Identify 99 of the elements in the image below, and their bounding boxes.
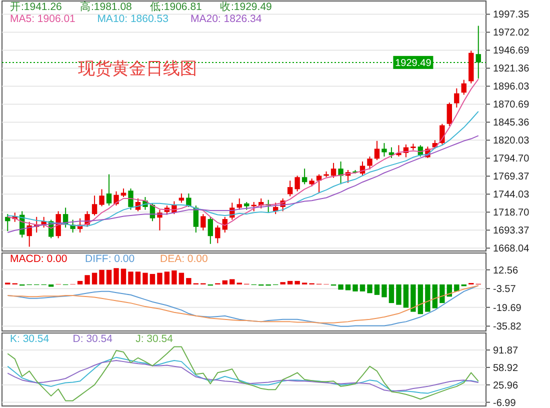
candlestick bbox=[251, 201, 256, 212]
bar bbox=[374, 284, 380, 295]
bar bbox=[345, 284, 351, 290]
y-tick-label: -6.99 bbox=[493, 398, 516, 408]
y-tick-label: 1896.03 bbox=[493, 82, 530, 93]
candlestick bbox=[374, 140, 380, 161]
candlestick bbox=[302, 168, 308, 185]
candlestick bbox=[128, 188, 134, 210]
bar bbox=[352, 284, 358, 292]
y-tick-label: -19.69 bbox=[493, 302, 522, 314]
bar bbox=[410, 284, 416, 312]
bar bbox=[48, 284, 54, 287]
bar bbox=[128, 272, 134, 284]
text: MA20: 1826.34 bbox=[190, 13, 262, 25]
bar bbox=[287, 280, 293, 284]
candlestick bbox=[215, 224, 220, 244]
candlestick bbox=[99, 188, 104, 207]
candlestick bbox=[114, 190, 119, 206]
candlestick bbox=[26, 221, 32, 248]
bar bbox=[164, 272, 170, 284]
text: DIFF: 0.00 bbox=[85, 253, 135, 265]
bar bbox=[178, 272, 184, 284]
bar bbox=[230, 279, 235, 284]
y-tick-label: 1769.37 bbox=[493, 172, 530, 183]
bar bbox=[440, 284, 445, 304]
candlestick bbox=[200, 214, 206, 231]
candlestick bbox=[106, 174, 112, 206]
bar bbox=[388, 284, 394, 304]
bar bbox=[142, 272, 148, 284]
text: 现货黄金日线图 bbox=[78, 59, 197, 78]
bar bbox=[432, 284, 438, 308]
candlestick bbox=[330, 162, 336, 178]
candlestick bbox=[92, 195, 98, 216]
bar bbox=[106, 270, 112, 284]
annotation: 高:1981.08 bbox=[80, 0, 132, 13]
y-tick-label: 1718.70 bbox=[493, 208, 530, 219]
candlestick bbox=[287, 180, 293, 197]
text: MA10: 1860.53 bbox=[97, 13, 169, 25]
text: K: 30.54 bbox=[10, 333, 50, 345]
y-tick-label: 1668.04 bbox=[493, 244, 530, 255]
bar bbox=[186, 278, 192, 284]
y-tick-label: 1946.69 bbox=[493, 46, 530, 57]
bar bbox=[99, 270, 104, 284]
bar bbox=[120, 268, 126, 284]
bar bbox=[425, 284, 430, 312]
y-tick-label: 1972.02 bbox=[493, 28, 530, 39]
y-tick-label: 1794.70 bbox=[493, 154, 530, 165]
candlestick bbox=[208, 216, 214, 244]
bar bbox=[172, 270, 177, 284]
series-label: D: 30.54 bbox=[72, 333, 113, 345]
bar bbox=[92, 272, 98, 284]
bar bbox=[382, 284, 387, 298]
candlestick bbox=[236, 198, 242, 210]
y-tick-label: -35.82 bbox=[493, 322, 522, 333]
y-tick-label: 1845.36 bbox=[493, 118, 530, 129]
bar bbox=[294, 280, 300, 284]
y-tick-label: 1921.36 bbox=[493, 64, 530, 75]
bar bbox=[360, 284, 366, 292]
ref-line-label: 1929.49 bbox=[395, 58, 432, 69]
annotation: 低:1906.81 bbox=[150, 1, 202, 13]
text: MA5: 1906.01 bbox=[10, 13, 76, 25]
series-label: J: 30.54 bbox=[136, 333, 174, 345]
y-tick-label: 1997.35 bbox=[493, 10, 530, 21]
y-tick-label: 25.96 bbox=[493, 380, 518, 392]
y-tick-label: 1693.37 bbox=[493, 226, 530, 237]
candlestick bbox=[454, 88, 460, 108]
y-tick-label: 12.56 bbox=[493, 265, 518, 276]
bar bbox=[135, 272, 141, 284]
annotation: 收:1929.49 bbox=[220, 1, 272, 13]
bar bbox=[77, 280, 83, 284]
series-label: MACD: 0.00 bbox=[10, 253, 68, 265]
candlestick bbox=[294, 175, 300, 192]
y-tick-label: 91.87 bbox=[493, 345, 518, 356]
candlestick bbox=[461, 79, 466, 96]
bar bbox=[114, 268, 119, 284]
bar bbox=[157, 272, 162, 284]
bar bbox=[338, 284, 344, 290]
candlestick bbox=[186, 192, 192, 208]
candlestick bbox=[382, 142, 387, 158]
bar bbox=[150, 274, 156, 284]
y-tick-label: 1820.03 bbox=[493, 136, 530, 147]
bar bbox=[84, 275, 90, 284]
bar bbox=[454, 284, 460, 292]
bar bbox=[222, 280, 228, 284]
candlestick bbox=[178, 192, 184, 204]
y-tick-label: -3.57 bbox=[493, 284, 516, 296]
bar bbox=[396, 284, 402, 305]
bar bbox=[367, 284, 372, 294]
bar bbox=[418, 284, 424, 314]
candlestick bbox=[446, 102, 452, 126]
candlestick bbox=[367, 156, 372, 170]
bar bbox=[403, 284, 409, 308]
y-tick-label: 1744.03 bbox=[493, 190, 530, 201]
candlestick bbox=[440, 123, 445, 145]
y-tick-label: 1870.69 bbox=[493, 100, 530, 111]
annotation: 开:1941.26 bbox=[10, 1, 62, 13]
text: DEA: 0.00 bbox=[160, 253, 208, 265]
line-series bbox=[7, 346, 479, 402]
y-tick-label: 58.92 bbox=[493, 362, 518, 374]
